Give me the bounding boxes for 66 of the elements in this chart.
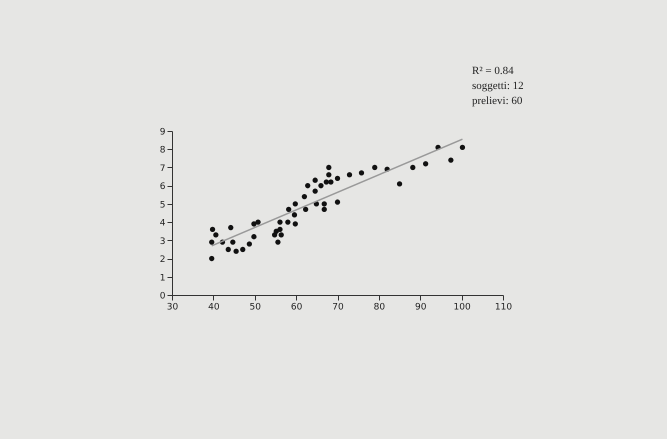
- point: [322, 206, 327, 212]
- point: [346, 172, 352, 178]
- point: [255, 219, 261, 225]
- point: [230, 240, 236, 245]
- point: [422, 161, 428, 166]
- x-tick-label: 50: [250, 302, 262, 312]
- y-tick-label: 6: [160, 182, 166, 192]
- y-tick-label: 5: [160, 200, 166, 210]
- point: [277, 226, 283, 232]
- point: [334, 176, 340, 182]
- point: [285, 219, 290, 225]
- point: [448, 158, 454, 163]
- text: prelievi: 60: [472, 94, 524, 109]
- x-tick-label: 40: [208, 302, 220, 312]
- text: soggetti: 12: [472, 79, 524, 94]
- point: [233, 248, 239, 254]
- point: [286, 206, 292, 212]
- point: [322, 201, 327, 207]
- point: [292, 201, 298, 207]
- point: [292, 212, 298, 218]
- point: [372, 164, 378, 170]
- point: [324, 179, 329, 185]
- point: [302, 194, 308, 200]
- point: [251, 234, 257, 240]
- point: [251, 221, 257, 227]
- text: R² = 0.84: [472, 64, 515, 79]
- point: [328, 179, 334, 185]
- point: [275, 240, 281, 245]
- point: [326, 164, 332, 170]
- point: [312, 188, 318, 194]
- point: [302, 206, 308, 212]
- x-tick-label: 30: [166, 302, 178, 312]
- x-tick-label: 60: [290, 302, 303, 312]
- point: [318, 183, 324, 188]
- point: [228, 224, 234, 230]
- point: [334, 199, 340, 205]
- y-tick-label: 2: [160, 255, 166, 266]
- point: [240, 246, 246, 252]
- point: [326, 172, 332, 178]
- point: [213, 232, 219, 238]
- point: [460, 144, 466, 150]
- point: [209, 240, 214, 245]
- x-tick-label: 90: [415, 302, 427, 312]
- point: [210, 226, 216, 232]
- x-tick-label: 100: [454, 302, 471, 312]
- point: [226, 246, 231, 252]
- point: [358, 170, 364, 176]
- point: [396, 181, 402, 186]
- point: [209, 256, 214, 262]
- y-tick-label: 8: [160, 146, 166, 156]
- y-tick-label: 7: [160, 164, 166, 174]
- y-tick-label: 9: [160, 128, 166, 138]
- y-tick-label: 4: [160, 218, 166, 229]
- x-tick-label: 80: [374, 302, 386, 312]
- point: [277, 219, 283, 225]
- point: [278, 232, 284, 238]
- y-tick-label: 0: [160, 292, 166, 302]
- point: [410, 164, 416, 170]
- point: [312, 178, 318, 183]
- point: [292, 221, 298, 227]
- point: [246, 241, 252, 247]
- y-tick-label: 3: [160, 236, 166, 247]
- x-tick-label: 110: [494, 302, 512, 312]
- y-tick-label: 1: [160, 273, 166, 284]
- point: [305, 183, 310, 188]
- x-tick-label: 70: [332, 302, 344, 312]
